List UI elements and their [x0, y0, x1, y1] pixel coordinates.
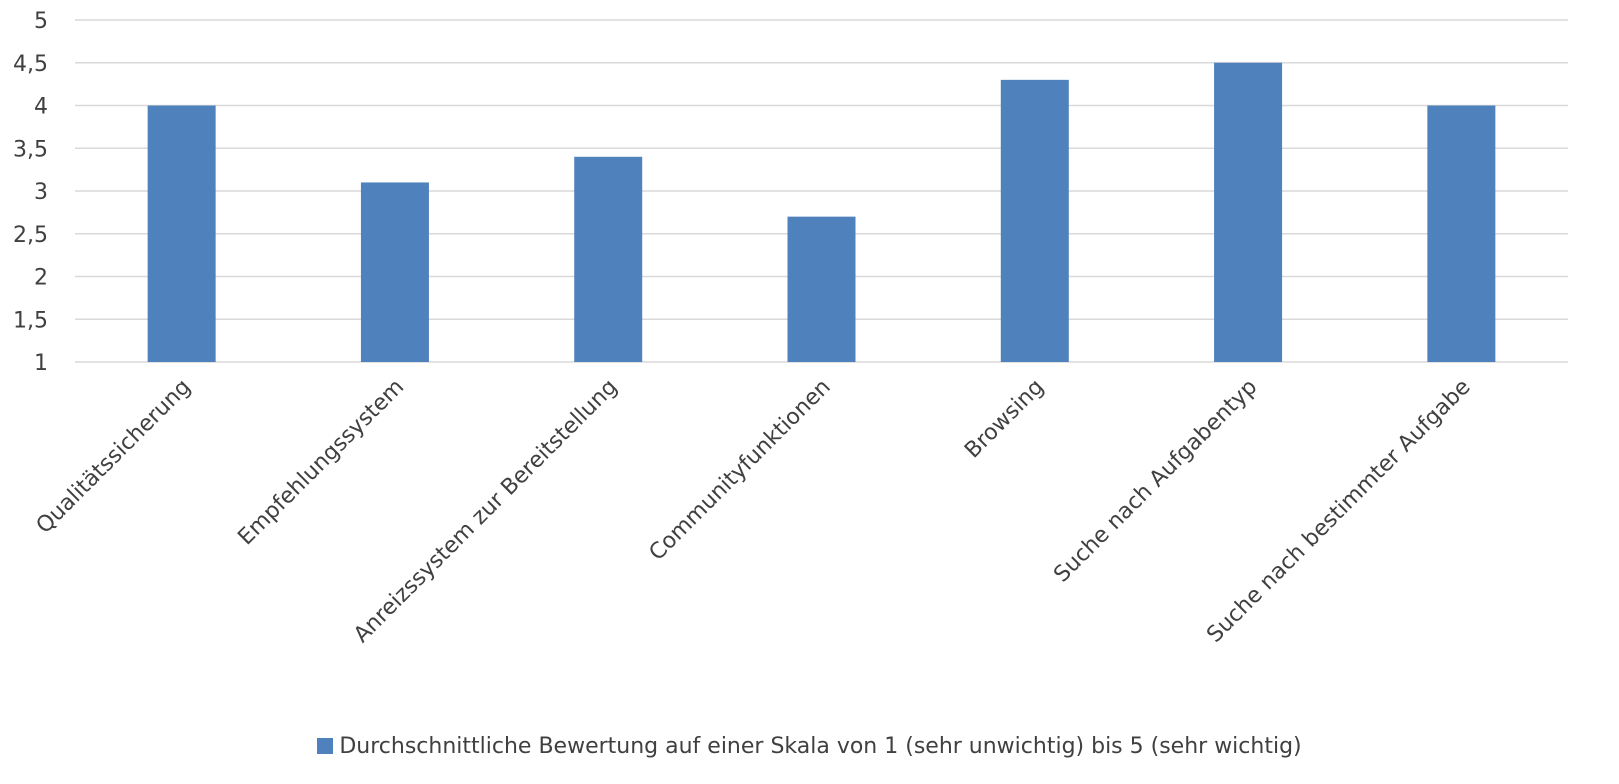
legend-item: Durchschnittliche Bewertung auf einer Sk…	[317, 733, 1302, 759]
y-tick-label: 4	[34, 95, 48, 120]
x-category-label: Qualitätssicherung	[32, 375, 196, 539]
x-category-label: Browsing	[960, 375, 1049, 464]
y-tick-label: 2,5	[13, 223, 48, 248]
x-axis-labels: Qualitätssicherung EmpfehlungssystemAnrei…	[32, 375, 1476, 648]
y-axis-ticks: 1 1,5 2 2,5 3 3,5 4 4,5 5	[13, 9, 48, 376]
bar	[787, 216, 856, 362]
x-category-label: Suche nach Aufgabentyp	[1049, 375, 1262, 588]
bar	[147, 105, 216, 362]
y-tick-label: 1	[34, 351, 48, 376]
legend-label: Durchschnittliche Bewertung auf einer Sk…	[339, 733, 1302, 759]
x-category-label: Anreizssystem zur Bereitstellung	[349, 375, 622, 648]
y-tick-label: 3	[34, 180, 48, 205]
bar	[1427, 105, 1496, 362]
y-tick-label: 2	[34, 266, 48, 291]
legend-swatch	[317, 738, 334, 754]
x-category-label: Communityfunktionen	[645, 375, 836, 566]
y-tick-label: 5	[34, 9, 48, 34]
gridlines	[75, 19, 1568, 363]
x-category-label: Empfehlungssystem	[233, 375, 409, 551]
legend: Durchschnittliche Bewertung auf einer Sk…	[0, 728, 1619, 764]
bar	[360, 182, 429, 362]
y-tick-label: 3,5	[13, 137, 48, 162]
bar	[1000, 79, 1069, 362]
bar	[1214, 62, 1283, 362]
y-tick-label: 1,5	[13, 308, 48, 333]
bar	[574, 156, 643, 362]
bars	[147, 62, 1496, 362]
y-tick-label: 4,5	[13, 52, 48, 77]
x-category-label: Suche nach bestimmter Aufgabe	[1202, 375, 1475, 648]
